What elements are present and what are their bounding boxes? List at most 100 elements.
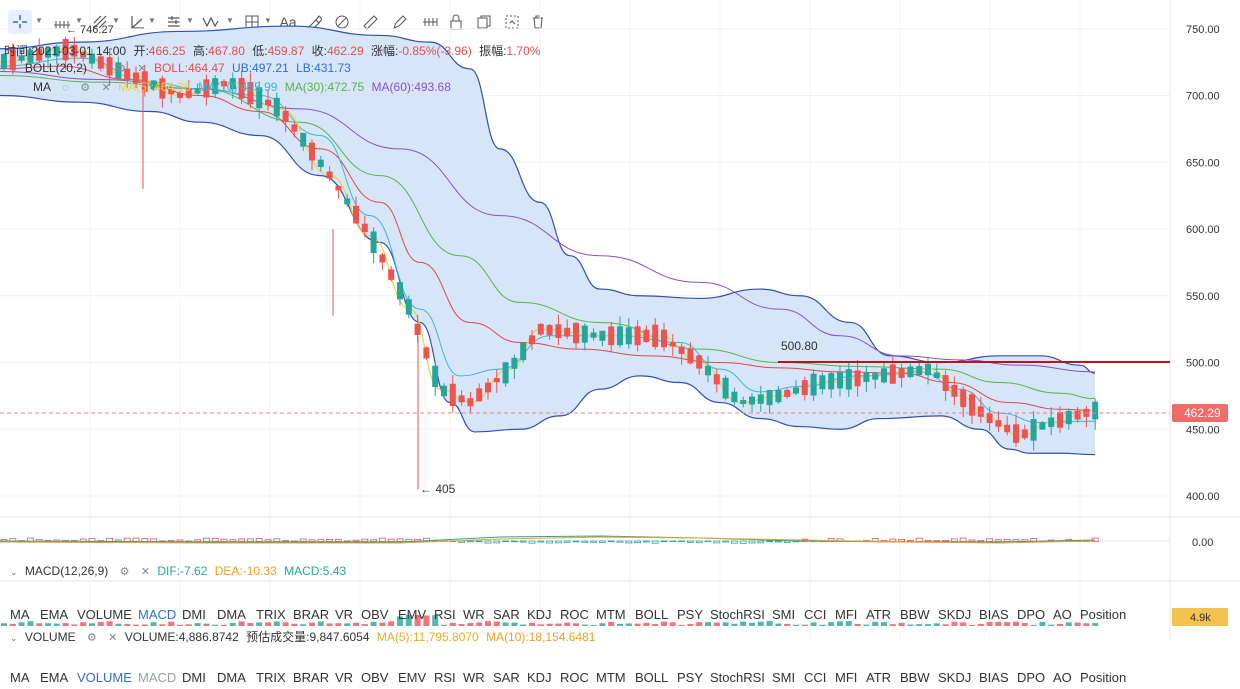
volume-panel-tab-rsi[interactable]: RSI <box>434 670 456 685</box>
volume-panel-tab-position[interactable]: Position <box>1080 670 1127 685</box>
chevron-down-icon[interactable]: ▼ <box>264 16 272 25</box>
macd-panel-tab-obv[interactable]: OBV <box>361 607 389 622</box>
brush-tool-icon[interactable] <box>302 10 326 34</box>
macd-panel-tab-dma[interactable]: DMA <box>217 607 246 622</box>
macd-panel-tab-sar[interactable]: SAR <box>493 607 520 622</box>
close-icon[interactable]: ✕ <box>137 63 147 75</box>
volume-panel-tab-smi[interactable]: SMI <box>772 670 796 685</box>
volume-panel-tab-trix[interactable]: TRIX <box>256 670 286 685</box>
macd-panel-tab-dmi[interactable]: DMI <box>182 607 206 622</box>
macd-panel-tab-roc[interactable]: ROC <box>560 607 589 622</box>
price-chart[interactable]: 500.80 462.29 ← 405 ← 746.27 750.00 700.0… <box>0 0 1240 640</box>
settings-icon[interactable]: ⚙ <box>119 566 130 578</box>
wave-tool-icon[interactable] <box>200 10 224 34</box>
settings-icon[interactable]: ⚙ <box>80 82 91 94</box>
volume-panel-tab-ao[interactable]: AO <box>1053 670 1072 685</box>
close-icon[interactable]: ✕ <box>101 82 111 94</box>
volume-panel-tab-dmi[interactable]: DMI <box>182 670 206 685</box>
macd-panel-tab-boll[interactable]: BOLL <box>635 607 669 622</box>
volume-panel-tab-dpo[interactable]: DPO <box>1017 670 1046 685</box>
macd-panel-tab-vr[interactable]: VR <box>335 607 354 622</box>
macd-panel-tab-rsi[interactable]: RSI <box>434 607 456 622</box>
macd-bar <box>695 540 703 544</box>
macd-panel-tab-ma[interactable]: MA <box>10 607 30 622</box>
settings-icon[interactable]: ⚙ <box>116 63 127 75</box>
parallel-tool-icon[interactable] <box>162 10 186 34</box>
volume-panel-tab-bbw[interactable]: BBW <box>900 670 930 685</box>
settings-icon[interactable]: ⚙ <box>86 632 97 644</box>
macd-panel-tab-emv[interactable]: EMV <box>398 607 427 622</box>
macd-panel-tab-macd[interactable]: MACD <box>138 607 177 622</box>
macd-panel-tab-position[interactable]: Position <box>1080 607 1127 622</box>
crosshair-icon[interactable] <box>8 10 32 34</box>
volume-panel-tab-boll[interactable]: BOLL <box>635 670 669 685</box>
macd-panel-tab-cci[interactable]: CCI <box>804 607 827 622</box>
volume-panel-tab-ema[interactable]: EMA <box>40 670 69 685</box>
volume-panel-tab-cci[interactable]: CCI <box>804 670 827 685</box>
chevron-down-icon[interactable]: ▼ <box>75 16 83 25</box>
volume-panel-tab-stochrsi[interactable]: StochRSI <box>710 670 765 685</box>
volume-panel-tab-roc[interactable]: ROC <box>560 670 589 685</box>
macd-panel-tab-mtm[interactable]: MTM <box>596 607 626 622</box>
volume-panel-tab-emv[interactable]: EMV <box>398 670 427 685</box>
visibility-icon[interactable]: ◌ <box>62 82 69 94</box>
volume-panel-tab-dma[interactable]: DMA <box>217 670 246 685</box>
macd-panel-tab-smi[interactable]: SMI <box>772 607 796 622</box>
eraser-tool-icon[interactable] <box>330 10 354 34</box>
macd-panel-tab-dpo[interactable]: DPO <box>1017 607 1046 622</box>
angle-tool-icon[interactable] <box>126 10 150 34</box>
chevron-down-icon[interactable]: ⌄ <box>10 633 18 643</box>
volume-panel-tab-bias[interactable]: BIAS <box>979 670 1009 685</box>
volume-panel-tab-obv[interactable]: OBV <box>361 670 389 685</box>
macd-panel-tab-skdj[interactable]: SKDJ <box>938 607 972 622</box>
close-icon[interactable]: ✕ <box>140 566 151 578</box>
volume-panel-tab-psy[interactable]: PSY <box>677 670 704 685</box>
measure-tool-icon[interactable] <box>418 10 442 34</box>
volume-panel-tab-ma[interactable]: MA <box>10 670 30 685</box>
volume-panel-tab-volume[interactable]: VOLUME <box>77 670 132 685</box>
copy-tool-icon[interactable] <box>472 10 496 34</box>
volume-bar <box>854 623 861 626</box>
macd-panel-tab-trix[interactable]: TRIX <box>256 607 286 622</box>
volume-panel-tab-atr[interactable]: ATR <box>866 670 892 685</box>
chevron-down-icon[interactable]: ▼ <box>112 16 120 25</box>
macd-panel-tab-stochrsi[interactable]: StochRSI <box>710 607 765 622</box>
volume-panel-tab-wr[interactable]: WR <box>463 670 485 685</box>
trend-tool-icon[interactable] <box>88 10 112 34</box>
ruler-tool-icon[interactable] <box>358 10 382 34</box>
chevron-down-icon[interactable]: ⌄ <box>10 64 18 74</box>
close-icon[interactable]: ✕ <box>108 632 118 644</box>
volume-panel-tab-kdj[interactable]: KDJ <box>527 670 552 685</box>
line-tool-icon[interactable] <box>50 10 74 34</box>
macd-panel-tab-bias[interactable]: BIAS <box>979 607 1009 622</box>
volume-panel-tab-macd[interactable]: MACD <box>138 670 177 685</box>
macd-panel-tab-bbw[interactable]: BBW <box>900 607 930 622</box>
macd-panel-tab-atr[interactable]: ATR <box>866 607 892 622</box>
macd-bar <box>343 540 351 542</box>
volume-panel-tab-sar[interactable]: SAR <box>493 670 520 685</box>
candle <box>256 81 263 119</box>
volume-panel-tab-vr[interactable]: VR <box>335 670 354 685</box>
macd-panel-tab-mfi[interactable]: MFI <box>835 607 858 622</box>
macd-panel-tab-psy[interactable]: PSY <box>677 607 704 622</box>
volume-panel-tab-skdj[interactable]: SKDJ <box>938 670 972 685</box>
macd-panel-tab-brar[interactable]: BRAR <box>293 607 330 622</box>
chevron-down-icon[interactable]: ▼ <box>186 16 194 25</box>
screenshot-tool-icon[interactable] <box>500 10 524 34</box>
chevron-down-icon[interactable]: ▼ <box>35 16 43 25</box>
chevron-down-icon[interactable]: ▼ <box>226 16 234 25</box>
volume-panel-tab-mtm[interactable]: MTM <box>596 670 626 685</box>
macd-panel-tab-wr[interactable]: WR <box>463 607 485 622</box>
volume-panel-tab-mfi[interactable]: MFI <box>835 670 858 685</box>
macd-bar <box>493 540 501 544</box>
visibility-icon[interactable]: ◌ <box>98 63 105 75</box>
volume-panel-tab-brar[interactable]: BRAR <box>293 670 330 685</box>
macd-panel-tab-kdj[interactable]: KDJ <box>527 607 552 622</box>
chevron-down-icon[interactable]: ▼ <box>148 16 156 25</box>
pen-tool-icon[interactable] <box>388 10 412 34</box>
macd-panel-tab-ao[interactable]: AO <box>1053 607 1072 622</box>
macd-panel-tab-ema[interactable]: EMA <box>40 607 69 622</box>
chevron-down-icon[interactable]: ⌄ <box>10 567 18 577</box>
macd-panel-tab-volume[interactable]: VOLUME <box>77 607 132 622</box>
volume-bar <box>89 623 95 626</box>
